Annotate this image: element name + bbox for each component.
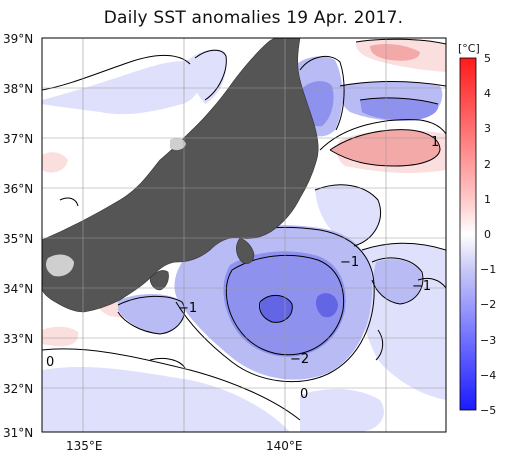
contour-lines: [42, 38, 446, 421]
longitude-axis: 135°E 140°E: [66, 439, 303, 453]
colorbar-tick: 0: [484, 228, 491, 241]
lon-label: 135°E: [66, 439, 103, 453]
colorbar-tick: 5: [484, 52, 491, 65]
lat-label: 31°N: [3, 426, 33, 440]
colorbar-tick: 4: [484, 87, 491, 100]
colorbar-tick: −5: [480, 404, 496, 417]
lat-label: 35°N: [3, 232, 33, 246]
latitude-axis: 39°N 38°N 37°N 36°N 35°N 34°N 33°N 32°N …: [3, 32, 33, 440]
contour-label: −1: [178, 301, 197, 316]
lat-label: 38°N: [3, 82, 33, 96]
colorbar-gradient: [459, 57, 477, 411]
lat-label: 37°N: [3, 132, 33, 146]
map-frame: [41, 37, 447, 433]
lat-label: 33°N: [3, 332, 33, 346]
lat-label: 39°N: [3, 32, 33, 46]
lon-label: 140°E: [266, 439, 303, 453]
colorbar-unit: [°C]: [458, 42, 480, 55]
map-title: Daily SST anomalies 19 Apr. 2017.: [103, 8, 404, 28]
lat-label: 32°N: [3, 382, 33, 396]
colorbar-tick: −1: [480, 263, 496, 276]
grid-lines: [42, 38, 446, 432]
warm-tongue: [330, 44, 440, 166]
colorbar-tick: −2: [480, 298, 496, 311]
contour-label: −1: [412, 279, 431, 294]
deepest-cold-spots: [260, 293, 338, 323]
contour-label: −2: [290, 352, 309, 367]
colorbar: [°C] 5 4 3 2 1 0 −1 −2 −3 −4 −5: [458, 42, 496, 417]
contour-label: 1: [431, 135, 439, 150]
colorbar-tick: 1: [484, 193, 491, 206]
colorbar-tick: 2: [484, 158, 491, 171]
contour-label: −1: [340, 255, 359, 270]
land-japan: [42, 38, 319, 313]
colorbar-tick: −4: [480, 369, 496, 382]
contour-labels: 1 −1 −1 −1 −2 0 0: [46, 135, 439, 402]
lat-label: 34°N: [3, 282, 33, 296]
contour-label: 0: [46, 355, 54, 370]
contour-label: 0: [300, 387, 308, 402]
colorbar-tick: 3: [484, 122, 491, 135]
lat-label: 36°N: [3, 182, 33, 196]
lake-patch: [46, 137, 186, 277]
colorbar-tick: −3: [480, 334, 496, 347]
